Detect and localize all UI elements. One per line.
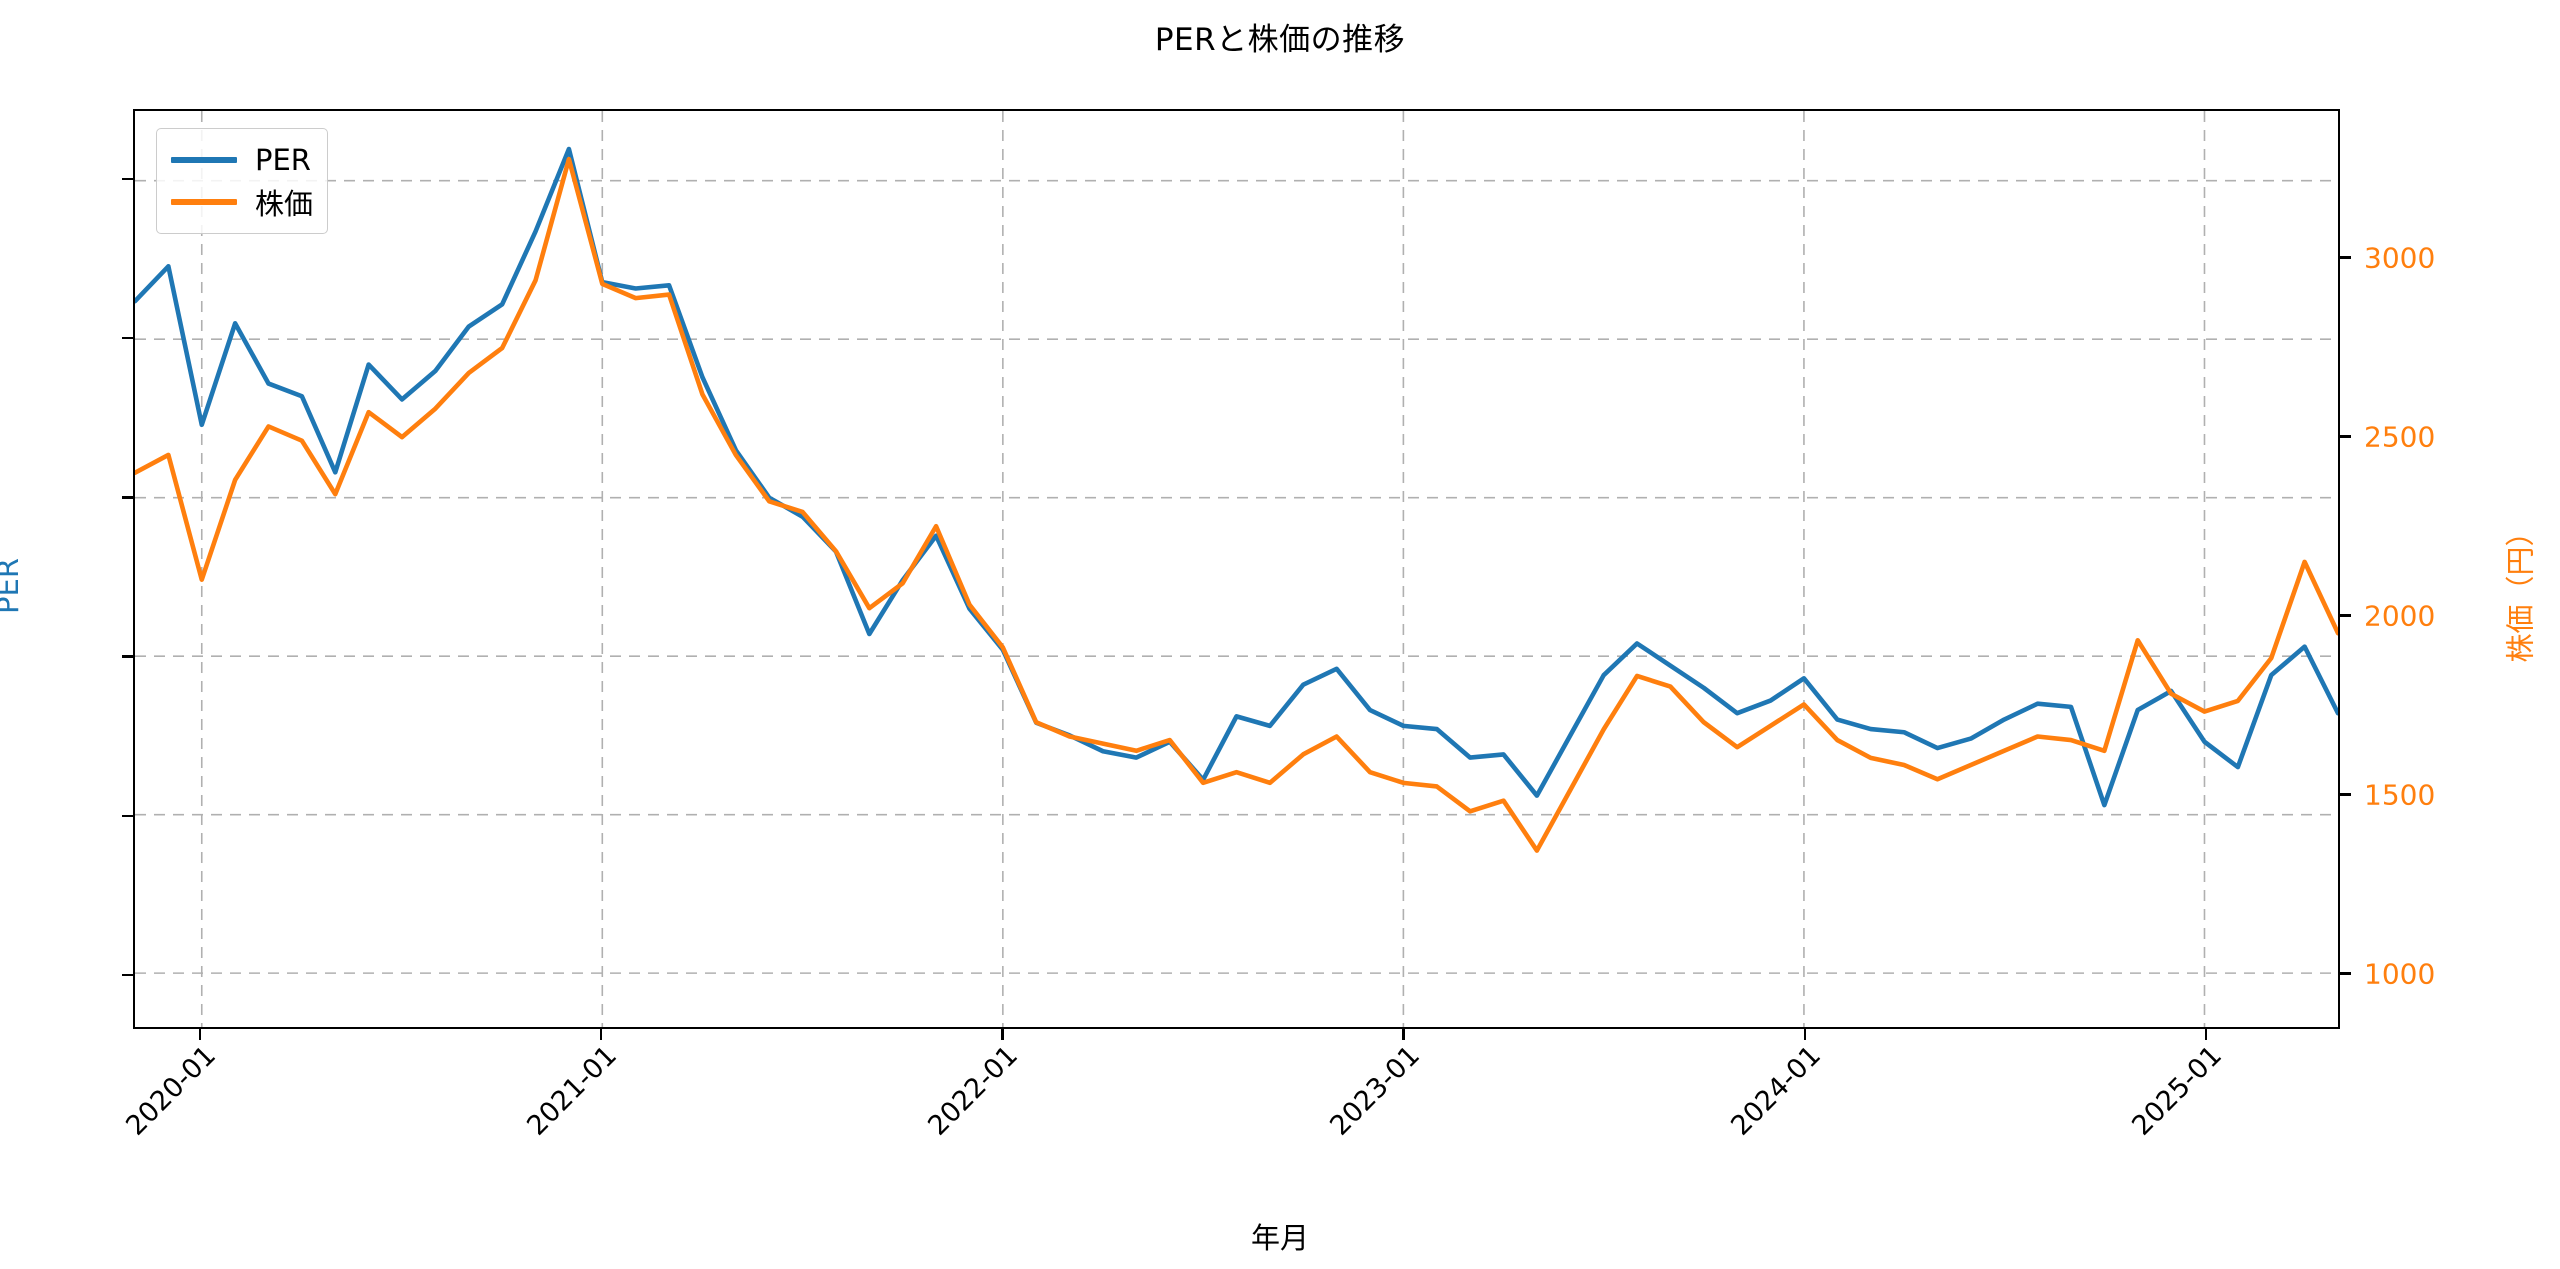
x-axis-label: 年月 bbox=[1250, 1221, 1309, 1255]
x-axis-tick-label: 2025-01 bbox=[2126, 1040, 2229, 1142]
x-axis-tick-label: 2023-01 bbox=[1323, 1040, 1426, 1142]
x-axis-tick-mark bbox=[1402, 1029, 1405, 1040]
right-axis-tick-mark bbox=[2340, 793, 2351, 796]
legend-item-株価[interactable]: 株価 bbox=[171, 181, 313, 223]
right-axis-tick-mark bbox=[2340, 614, 2351, 617]
left-axis-tick-mark bbox=[122, 655, 133, 658]
right-axis-tick-label: 2000 bbox=[2364, 599, 2436, 633]
x-axis-tick-mark bbox=[1803, 1029, 1807, 1040]
right-axis-tick-mark bbox=[2340, 435, 2351, 438]
x-axis-tick-label: 2020-01 bbox=[120, 1040, 222, 1142]
x-axis-tick-label: 2022-01 bbox=[922, 1040, 1025, 1142]
right-axis-label: 株価（円） bbox=[2503, 517, 2538, 663]
right-axis-tick-mark bbox=[2340, 972, 2351, 975]
left-axis-tick-mark bbox=[122, 177, 133, 181]
right-axis-tick-mark bbox=[2340, 256, 2351, 259]
x-axis-tick-mark bbox=[2205, 1029, 2208, 1040]
right-axis-tick-label: 1000 bbox=[2364, 957, 2436, 990]
legend-swatch-icon bbox=[171, 199, 237, 205]
left-axis-tick-mark bbox=[122, 814, 133, 817]
left-axis-tick-mark bbox=[122, 337, 133, 340]
left-axis-label: PER bbox=[0, 558, 25, 614]
legend-label: 株価 bbox=[255, 187, 314, 221]
legend-label: PER bbox=[255, 143, 311, 177]
data-series bbox=[135, 149, 2338, 992]
legend-swatch-icon bbox=[171, 157, 237, 163]
right-axis-tick-label: 2500 bbox=[2364, 420, 2436, 454]
plot-area bbox=[133, 109, 2340, 1029]
chart-title: PERと株価の推移 bbox=[1154, 22, 1406, 58]
gridlines bbox=[135, 111, 2338, 1027]
legend-item-PER[interactable]: PER bbox=[171, 139, 313, 181]
series-line-株価 bbox=[135, 159, 2338, 968]
series-line-PER bbox=[135, 149, 2338, 992]
right-axis-tick-label: 1500 bbox=[2364, 778, 2436, 812]
x-axis-tick-label: 2021-01 bbox=[521, 1040, 624, 1142]
left-axis-tick-mark bbox=[122, 973, 133, 977]
x-axis-tick-label: 2024-01 bbox=[1725, 1040, 1827, 1142]
x-axis-tick-mark bbox=[1001, 1029, 1004, 1040]
left-axis-tick-mark bbox=[122, 496, 133, 499]
right-axis-tick-label: 3000 bbox=[2364, 241, 2436, 275]
x-axis-tick-mark bbox=[198, 1029, 202, 1040]
plot-svg bbox=[135, 111, 2338, 1027]
legend: PER 株価 bbox=[156, 128, 329, 234]
x-axis-tick-mark bbox=[599, 1029, 603, 1040]
